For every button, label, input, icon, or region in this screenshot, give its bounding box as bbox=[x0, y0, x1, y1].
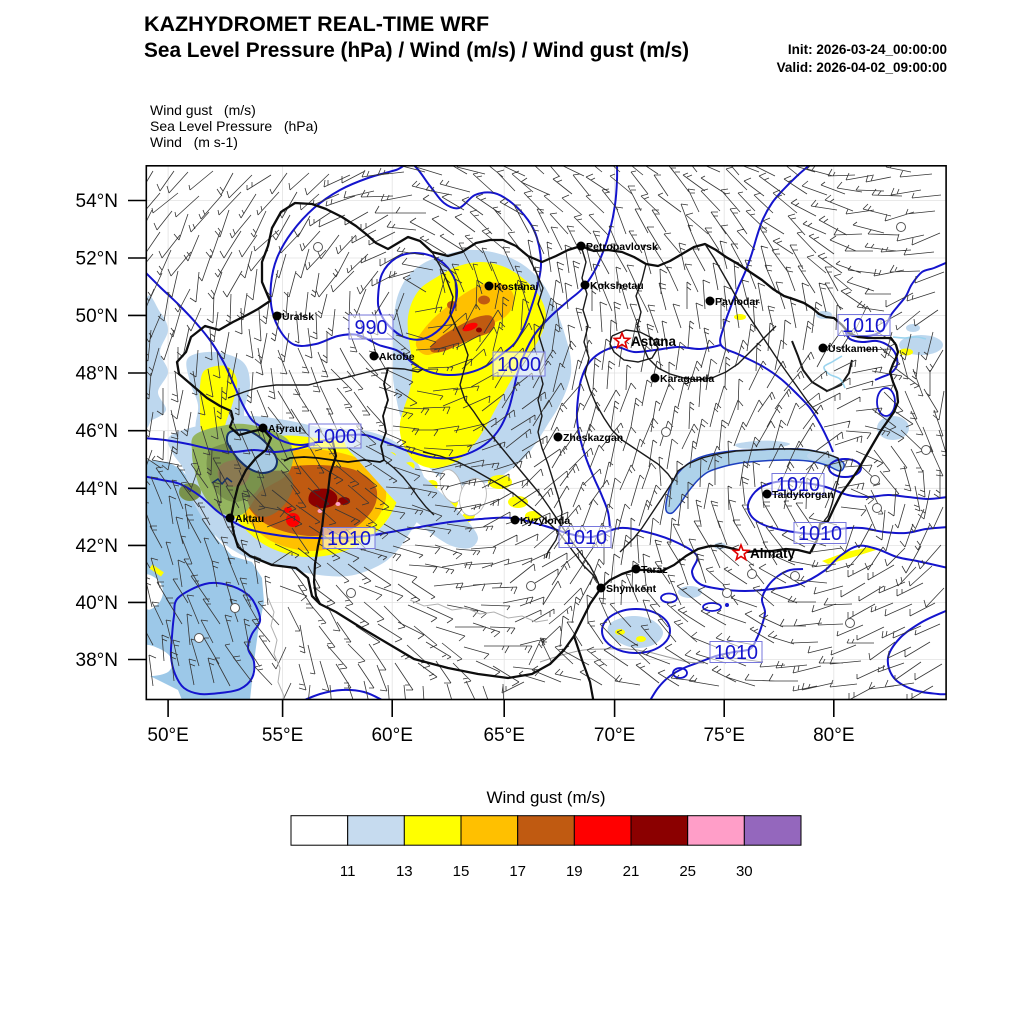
svg-text:17: 17 bbox=[509, 863, 526, 880]
svg-text:38°N: 38°N bbox=[76, 650, 118, 671]
svg-text:11: 11 bbox=[340, 863, 356, 880]
svg-text:70°E: 70°E bbox=[594, 725, 635, 746]
svg-text:30: 30 bbox=[736, 863, 753, 880]
svg-text:40°N: 40°N bbox=[76, 593, 118, 614]
svg-text:1010: 1010 bbox=[776, 474, 820, 496]
svg-text:Kostanai: Kostanai bbox=[494, 281, 538, 293]
svg-text:Uralsk: Uralsk bbox=[282, 311, 314, 323]
svg-text:Kyzylorda: Kyzylorda bbox=[520, 515, 570, 527]
svg-text:Sea Level Pressure (hPa): Sea Level Pressure (hPa) bbox=[150, 118, 318, 134]
svg-text:44°N: 44°N bbox=[76, 479, 118, 500]
svg-text:25: 25 bbox=[679, 863, 696, 880]
svg-text:46°N: 46°N bbox=[76, 421, 118, 442]
svg-text:1010: 1010 bbox=[798, 523, 842, 545]
svg-text:21: 21 bbox=[623, 863, 640, 880]
svg-text:13: 13 bbox=[396, 863, 413, 880]
svg-text:Sea Level Pressure (hPa) / Wi: Sea Level Pressure (hPa) / Wind (m/s) / … bbox=[144, 39, 689, 62]
svg-text:Taraz: Taraz bbox=[641, 564, 668, 576]
svg-text:Shymkent: Shymkent bbox=[606, 583, 657, 595]
svg-text:KAZHYDROMET REAL-TIME WRF: KAZHYDROMET REAL-TIME WRF bbox=[144, 12, 489, 36]
svg-text:1010: 1010 bbox=[842, 315, 886, 337]
svg-text:1010: 1010 bbox=[327, 528, 371, 550]
svg-text:19: 19 bbox=[566, 863, 583, 880]
svg-text:50°E: 50°E bbox=[147, 725, 188, 746]
svg-text:60°E: 60°E bbox=[371, 725, 412, 746]
svg-text:Taldykorgan: Taldykorgan bbox=[772, 489, 834, 501]
svg-text:1010: 1010 bbox=[714, 642, 758, 664]
svg-text:Karaganda: Karaganda bbox=[660, 373, 714, 385]
svg-text:Wind gust (m/s): Wind gust (m/s) bbox=[150, 102, 256, 118]
svg-text:1000: 1000 bbox=[313, 426, 357, 448]
svg-text:Kokshetau: Kokshetau bbox=[590, 280, 644, 292]
svg-text:Pavlodar: Pavlodar bbox=[715, 296, 759, 308]
svg-text:1000: 1000 bbox=[497, 354, 541, 376]
svg-text:Astana: Astana bbox=[631, 334, 677, 349]
svg-text:Wind (m s-1): Wind (m s-1) bbox=[150, 134, 238, 150]
svg-text:42°N: 42°N bbox=[76, 536, 118, 557]
svg-text:55°E: 55°E bbox=[262, 725, 303, 746]
svg-text:Almaty: Almaty bbox=[750, 546, 796, 561]
svg-text:75°E: 75°E bbox=[703, 725, 744, 746]
svg-text:Petropavlovsk: Petropavlovsk bbox=[586, 241, 658, 253]
svg-text:Atyrau: Atyrau bbox=[268, 423, 301, 435]
svg-text:Aktau: Aktau bbox=[235, 513, 264, 525]
svg-text:1010: 1010 bbox=[563, 527, 607, 549]
svg-text:Zheskazgan: Zheskazgan bbox=[563, 432, 623, 444]
svg-text:990: 990 bbox=[355, 317, 388, 339]
svg-text:65°E: 65°E bbox=[483, 725, 524, 746]
svg-text:Ustkamen: Ustkamen bbox=[828, 343, 878, 355]
svg-text:52°N: 52°N bbox=[76, 249, 118, 270]
svg-text:Valid: 2026-04-02_09:00:00: Valid: 2026-04-02_09:00:00 bbox=[777, 60, 947, 75]
svg-text:54°N: 54°N bbox=[76, 191, 118, 212]
svg-text:Init: 2026-03-24_00:00:00: Init: 2026-03-24_00:00:00 bbox=[788, 42, 947, 57]
svg-text:48°N: 48°N bbox=[76, 364, 118, 385]
svg-text:80°E: 80°E bbox=[813, 725, 854, 746]
svg-text:50°N: 50°N bbox=[76, 306, 118, 327]
svg-text:Aktobe: Aktobe bbox=[379, 351, 415, 363]
svg-text:Wind gust (m/s): Wind gust (m/s) bbox=[486, 788, 605, 807]
svg-text:15: 15 bbox=[453, 863, 470, 880]
